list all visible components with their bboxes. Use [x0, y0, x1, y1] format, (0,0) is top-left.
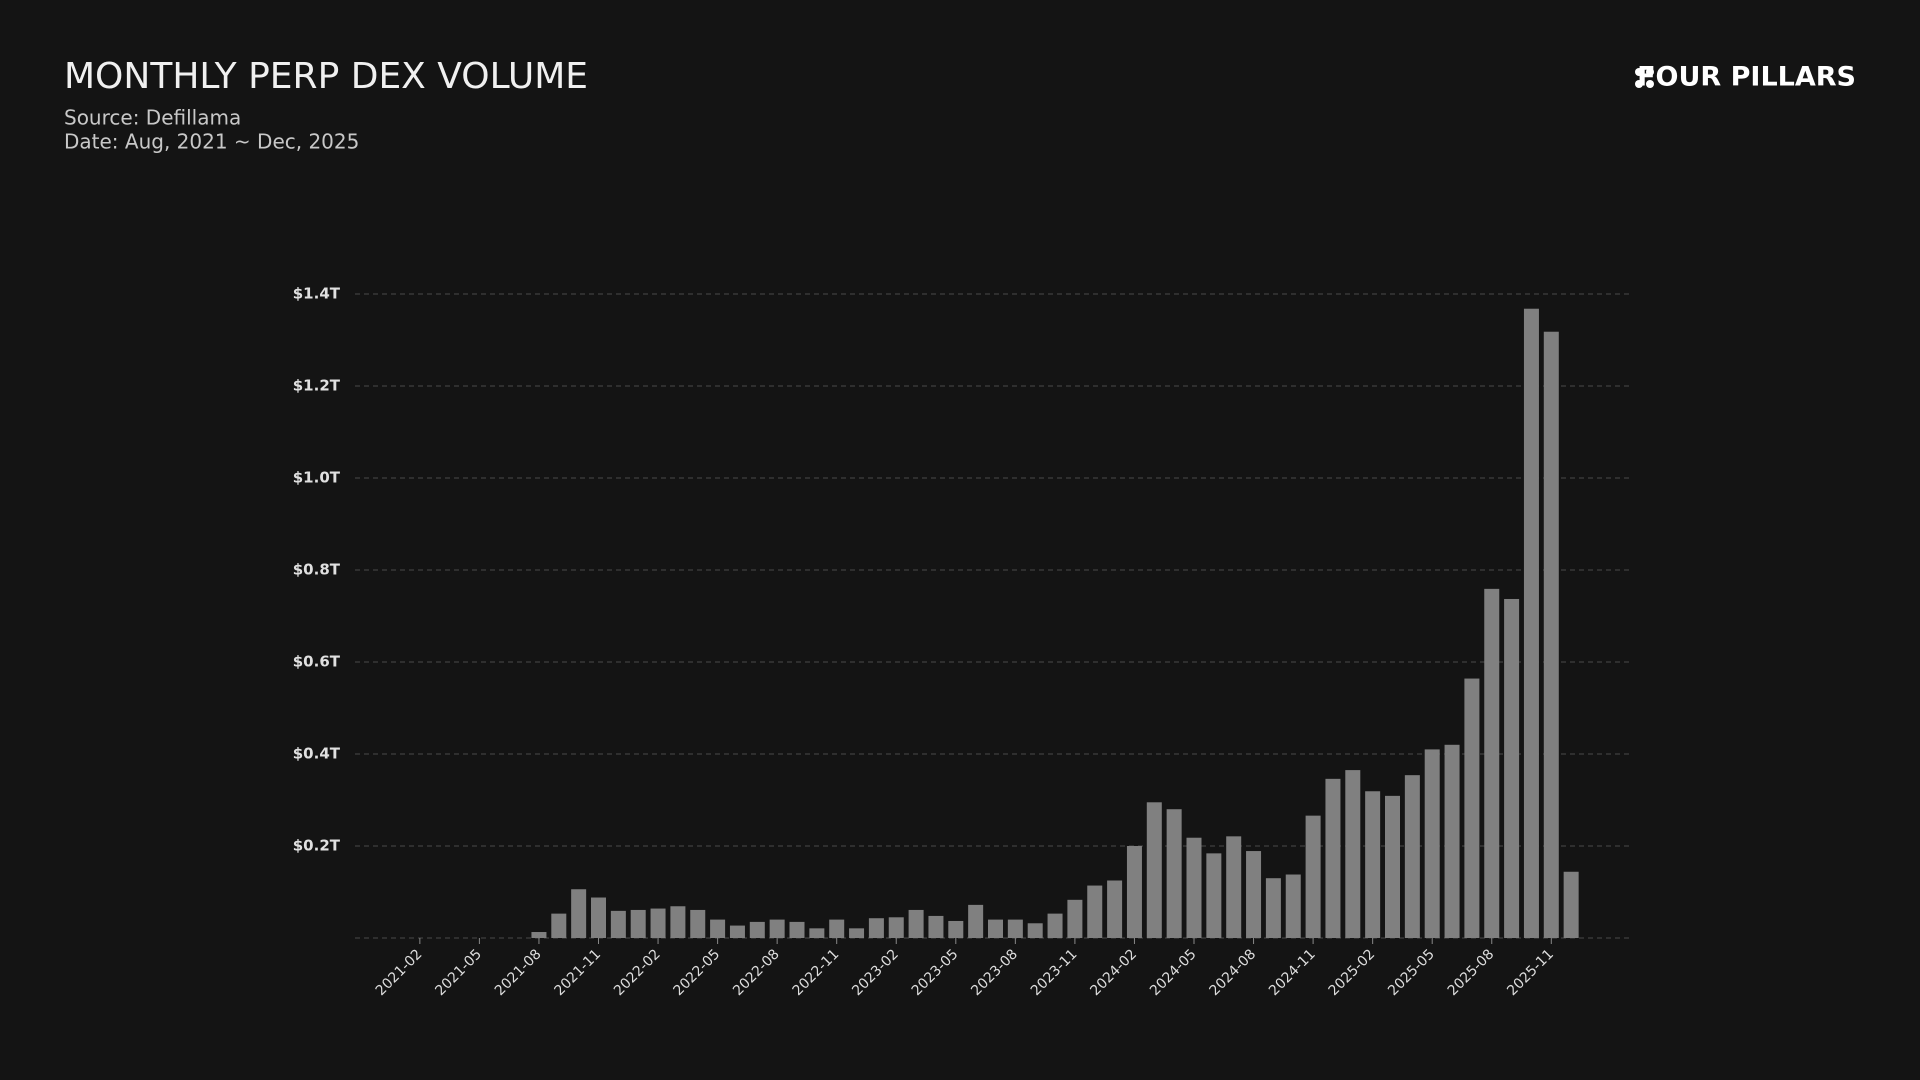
bar [769, 919, 785, 938]
bar [1444, 744, 1460, 938]
bar [1365, 791, 1381, 938]
x-tick-label: 2022-02 [611, 946, 664, 999]
bar [571, 889, 587, 938]
x-tick-label: 2024-11 [1266, 946, 1319, 999]
source: Source: Defillama [64, 106, 241, 130]
bar [1126, 846, 1142, 938]
y-tick-label: $0.2T [293, 837, 341, 855]
bar [1186, 837, 1202, 938]
y-tick-label: $0.8T [293, 561, 341, 579]
bar [948, 920, 964, 938]
y-tick-label: $0.6T [293, 653, 341, 671]
x-tick-label: 2025-08 [1445, 946, 1498, 999]
bar [1464, 678, 1480, 938]
x-tick-label: 2021-08 [492, 946, 545, 999]
bar [610, 910, 626, 938]
bar [710, 919, 726, 938]
x-tick-label: 2022-11 [790, 946, 843, 999]
bar [868, 918, 884, 938]
bar [551, 913, 567, 938]
bar [531, 932, 547, 938]
x-tick-label: 2025-05 [1385, 946, 1438, 999]
bar [1484, 588, 1500, 938]
bar [829, 919, 845, 938]
x-tick-label: 2024-02 [1087, 946, 1140, 999]
bar [1543, 331, 1559, 939]
chart-title: MONTHLY PERP DEX VOLUME [64, 56, 588, 97]
bar [591, 897, 606, 938]
x-tick-label: 2023-05 [909, 946, 962, 999]
bar [670, 906, 686, 938]
y-tick-label: $1.0T [293, 469, 341, 487]
x-tick-label: 2021-02 [373, 946, 426, 999]
bar [1265, 878, 1281, 938]
y-tick-label: $0.4T [293, 745, 341, 763]
bar [928, 915, 944, 938]
bar [1385, 795, 1400, 938]
bar [1226, 836, 1242, 938]
bar [729, 925, 745, 938]
bar [1404, 775, 1420, 938]
bar [1285, 874, 1301, 938]
bar [630, 909, 646, 938]
bar [888, 917, 904, 938]
bar [690, 909, 706, 938]
bar [1067, 899, 1083, 938]
bar [1563, 871, 1579, 938]
bar [1146, 802, 1162, 938]
bar [1107, 880, 1123, 938]
bar [1424, 749, 1440, 938]
x-tick-label: 2023-11 [1028, 946, 1081, 999]
bar [650, 908, 666, 938]
bar [1523, 308, 1539, 939]
bar [1206, 853, 1222, 938]
bar [789, 921, 805, 938]
bar [749, 921, 765, 938]
x-tick-label: 2023-02 [849, 946, 902, 999]
x-tick-label: 2023-08 [968, 946, 1021, 999]
x-tick-label: 2024-08 [1207, 946, 1260, 999]
brand-logo [1635, 68, 1654, 88]
x-tick-label: 2022-05 [671, 946, 724, 999]
bar [1027, 923, 1043, 938]
bar [908, 909, 924, 938]
x-tick-label: 2025-11 [1504, 946, 1557, 999]
date-range: Date: Aug, 2021 ~ Dec, 2025 [64, 130, 359, 154]
bar [988, 919, 1003, 938]
brand-name: FOUR PILLARS [1637, 62, 1856, 93]
y-tick-label: $1.4T [293, 285, 341, 303]
x-tick-label: 2025-02 [1326, 946, 1379, 999]
bar [1166, 809, 1182, 938]
bar [1087, 885, 1103, 938]
bar [968, 904, 984, 938]
bar [1325, 778, 1341, 938]
bar [1007, 919, 1023, 938]
y-tick-label: $1.2T [293, 377, 341, 395]
bar [1345, 770, 1361, 938]
bar [1047, 913, 1063, 938]
x-tick-label: 2021-11 [551, 946, 604, 999]
x-tick-label: 2022-08 [730, 946, 783, 999]
bar [1246, 851, 1262, 938]
x-tick-label: 2021-05 [432, 946, 485, 999]
bar [1504, 598, 1520, 938]
bar [1305, 815, 1321, 938]
x-tick-label: 2024-05 [1147, 946, 1200, 999]
bar [809, 928, 825, 938]
bar [849, 928, 865, 938]
